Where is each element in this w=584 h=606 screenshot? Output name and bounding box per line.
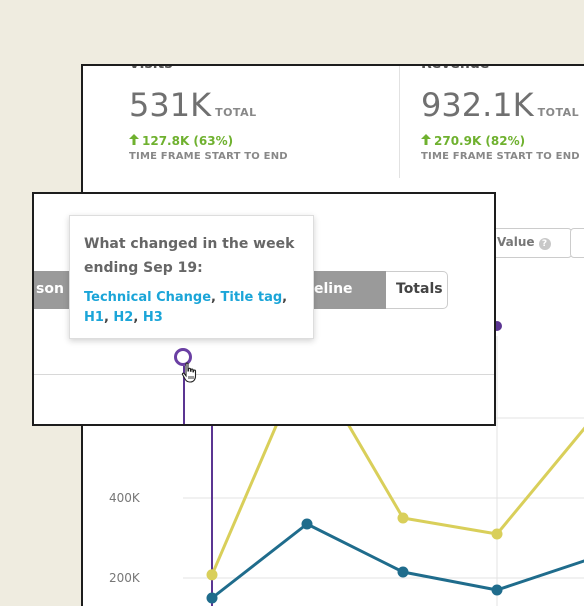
- visits-delta: 127.8K (63%): [129, 134, 233, 148]
- tooltip-link-h2[interactable]: H2: [113, 310, 134, 325]
- series-line-1: [211, 522, 584, 600]
- value-selector-button[interactable]: Value?: [488, 228, 572, 258]
- y-tick-label: 400K: [109, 491, 141, 505]
- tooltip-links: Technical Change, Title tag, H1, H2, H3: [84, 290, 288, 325]
- segment-totals[interactable]: Totals: [386, 271, 448, 309]
- visits-value: 531K: [129, 86, 212, 124]
- visits-total-value: 531K TOTAL: [129, 86, 257, 124]
- hand-pointer-icon: [180, 362, 202, 384]
- tooltip-title: What changed in the week ending Sep 19:: [84, 236, 295, 276]
- annotation-marker[interactable]: [174, 348, 192, 366]
- y-tick-label: 200K: [109, 571, 141, 585]
- revenue-value: 932.1K: [421, 86, 534, 124]
- question-circle-icon[interactable]: ?: [538, 238, 551, 250]
- revenue-card-label: Revenue: [421, 64, 490, 72]
- segment-timeline[interactable]: eline: [304, 271, 386, 309]
- revenue-total-value: 932.1K TOTAL: [421, 86, 579, 124]
- tooltip-link-technical-change[interactable]: Technical Change: [84, 290, 212, 305]
- visits-unit: TOTAL: [215, 106, 257, 119]
- zoom-inset: son eline Totals What changed in the wee…: [32, 192, 496, 426]
- tooltip-link-title-tag[interactable]: Title tag: [220, 290, 283, 305]
- revenue-unit: TOTAL: [537, 106, 580, 119]
- data-point: [397, 512, 409, 524]
- revenue-delta-text: 270.9K (82%): [434, 134, 526, 148]
- data-point: [301, 518, 313, 530]
- data-point: [206, 569, 218, 581]
- visits-timeframe: TIME FRAME START TO END: [129, 151, 288, 162]
- tooltip-link-h3[interactable]: H3: [142, 310, 163, 325]
- data-point: [491, 584, 503, 596]
- arrow-up-icon: [129, 134, 139, 148]
- data-point: [491, 528, 503, 540]
- visits-delta-text: 127.8K (63%): [142, 134, 234, 148]
- visits-card-label: Visits: [129, 64, 173, 72]
- segment-comparison[interactable]: son: [34, 271, 70, 309]
- value-options-button[interactable]: [570, 228, 584, 258]
- value-selector-label: Value: [497, 235, 535, 249]
- change-tooltip: What changed in the week ending Sep 19: …: [69, 215, 314, 339]
- tooltip-link-h1[interactable]: H1: [84, 310, 104, 325]
- annotation-marker-line: [183, 366, 185, 424]
- card-divider: [399, 66, 400, 178]
- revenue-delta: 270.9K (82%): [421, 134, 525, 148]
- data-point: [397, 566, 409, 578]
- revenue-timeframe: TIME FRAME START TO END: [421, 151, 580, 162]
- chart-gridline: [34, 374, 494, 375]
- arrow-up-icon: [421, 134, 431, 148]
- data-point: [206, 592, 218, 604]
